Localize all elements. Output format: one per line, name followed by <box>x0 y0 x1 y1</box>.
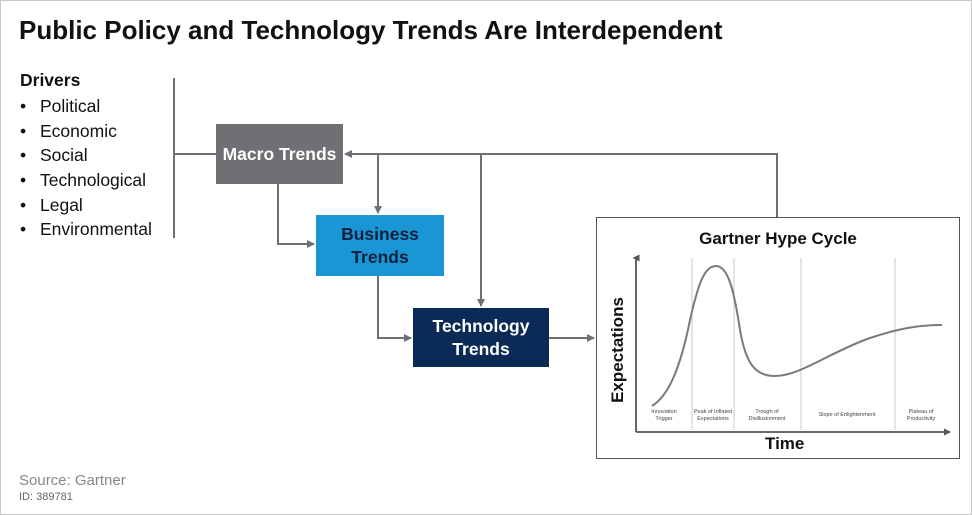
driver-item: • Environmental <box>20 219 152 240</box>
hype-curve <box>651 264 943 407</box>
technology-trends-box: Technology Trends <box>413 308 549 367</box>
macro-trends-box: Macro Trends <box>216 124 343 184</box>
y-axis-label-wrap: Expectations <box>598 290 638 410</box>
phase-label: Trough of Disillusionment <box>748 409 786 422</box>
feedback-arrow <box>344 150 778 217</box>
driver-item: • Technological <box>20 170 147 191</box>
y-axis-label: Expectations <box>608 297 627 403</box>
driver-item: • Economic <box>20 120 117 141</box>
phase-label: Peak of Inflated Expectations <box>693 409 733 422</box>
drivers-heading: Drivers <box>20 70 81 90</box>
business-down-technology-arrow <box>377 276 412 342</box>
phase-label: Plateau of Productivity <box>906 409 936 422</box>
macro-down-business-arrow <box>277 184 315 248</box>
slide-title: Public Policy and Technology Trends Are … <box>19 15 723 45</box>
drivers-list: Drivers • Political • Economic • Social • Te… <box>20 70 152 242</box>
source-note: Source: Gartner <box>19 472 126 489</box>
hype-cycle-panel: Gartner Hype Cycle <box>596 217 960 459</box>
driver-item: • Social <box>20 145 88 166</box>
driver-item: • Political <box>20 96 101 116</box>
phase-dividers <box>691 258 896 430</box>
driver-item: • Legal <box>20 194 83 215</box>
document-id: ID: 389781 <box>19 491 73 503</box>
phase-label: Innovation Trigger <box>651 409 677 422</box>
hype-cycle-title: Gartner Hype Cycle <box>699 229 857 248</box>
phase-label: Slope of Enlightenment <box>818 412 876 418</box>
business-trends-box: Business Trends <box>316 215 444 276</box>
x-axis-label: Time <box>765 434 805 453</box>
